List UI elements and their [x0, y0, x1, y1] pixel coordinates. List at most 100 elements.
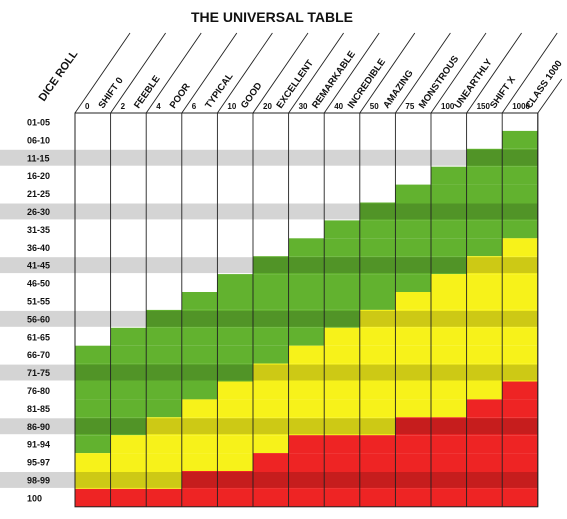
cell	[395, 220, 431, 239]
header-divider	[288, 32, 344, 114]
header-divider	[359, 32, 416, 114]
header-divider	[145, 32, 202, 114]
cell	[288, 381, 325, 400]
cell	[431, 220, 467, 239]
cell	[502, 220, 538, 239]
cell	[253, 256, 289, 275]
cell	[110, 417, 147, 436]
cell	[181, 166, 218, 185]
row-label: 16-20	[27, 171, 50, 181]
cell	[431, 202, 467, 221]
cell	[466, 238, 503, 257]
cell	[431, 435, 467, 454]
cell	[502, 381, 538, 400]
cell	[431, 292, 467, 310]
row-label: 61-65	[27, 332, 50, 342]
shaded-row-band	[0, 257, 538, 274]
row-label: 91-94	[27, 440, 50, 450]
header-divider	[74, 32, 131, 114]
cell	[181, 363, 218, 382]
cell	[181, 381, 218, 400]
cell	[466, 453, 503, 471]
header-divider	[466, 32, 522, 114]
header-divider	[537, 78, 563, 114]
cell	[75, 309, 111, 328]
header-divider	[501, 32, 558, 114]
column-value: 75	[405, 102, 414, 111]
row-label: 01-05	[27, 117, 50, 127]
cell	[181, 399, 218, 418]
cell	[324, 435, 360, 454]
cell	[324, 166, 360, 185]
cell	[253, 471, 289, 489]
cell	[75, 166, 111, 185]
cell	[466, 256, 503, 275]
cell	[253, 292, 289, 310]
cell	[253, 488, 289, 507]
cell	[502, 184, 538, 203]
cell	[146, 184, 182, 203]
cell	[324, 220, 360, 239]
cell	[110, 256, 147, 275]
cell	[181, 130, 218, 149]
header-divider	[110, 32, 166, 114]
cell	[110, 488, 147, 507]
cell	[217, 363, 253, 382]
column-value: 100	[441, 102, 455, 111]
column-value: 10	[227, 102, 236, 111]
row-label: 76-80	[27, 386, 50, 396]
cell	[395, 292, 431, 310]
cell	[181, 453, 218, 471]
cell	[324, 130, 360, 149]
cell	[502, 435, 538, 454]
cell	[146, 417, 182, 436]
cell	[359, 113, 396, 131]
cell	[146, 202, 182, 221]
cell	[466, 148, 503, 167]
cell	[75, 453, 111, 471]
cell	[288, 113, 325, 131]
row-label: 11-15	[27, 153, 50, 163]
cell	[359, 345, 396, 364]
cell	[395, 435, 431, 454]
cell	[253, 435, 289, 454]
cell	[431, 274, 467, 292]
cell	[466, 309, 503, 328]
cell	[75, 184, 111, 203]
cell	[110, 184, 147, 203]
cell	[431, 453, 467, 471]
cell	[395, 256, 431, 275]
cell	[110, 274, 147, 292]
cell	[75, 363, 111, 382]
dice-roll-axis-label: DICE ROLL	[37, 48, 81, 104]
cell	[253, 417, 289, 436]
row-label: 100	[27, 493, 42, 503]
row-label: 71-75	[27, 368, 50, 378]
cell	[110, 220, 147, 239]
cell	[253, 184, 289, 203]
cell	[431, 166, 467, 185]
cell	[253, 327, 289, 346]
cell	[75, 113, 111, 131]
cell	[253, 381, 289, 400]
cell	[502, 363, 538, 382]
cell	[288, 309, 325, 328]
header-divider	[181, 32, 238, 114]
cell	[502, 309, 538, 328]
cell	[217, 399, 253, 418]
cell	[146, 130, 182, 149]
cell	[181, 113, 218, 131]
cell	[146, 381, 182, 400]
cell	[146, 220, 182, 239]
cell	[395, 148, 431, 167]
column-value: 1000	[512, 102, 530, 111]
cell	[431, 363, 467, 382]
cell	[110, 238, 147, 257]
cell	[324, 292, 360, 310]
cell	[110, 166, 147, 185]
cell	[146, 238, 182, 257]
cell	[181, 274, 218, 292]
cell	[324, 363, 360, 382]
cell	[359, 220, 396, 239]
cell	[466, 345, 503, 364]
